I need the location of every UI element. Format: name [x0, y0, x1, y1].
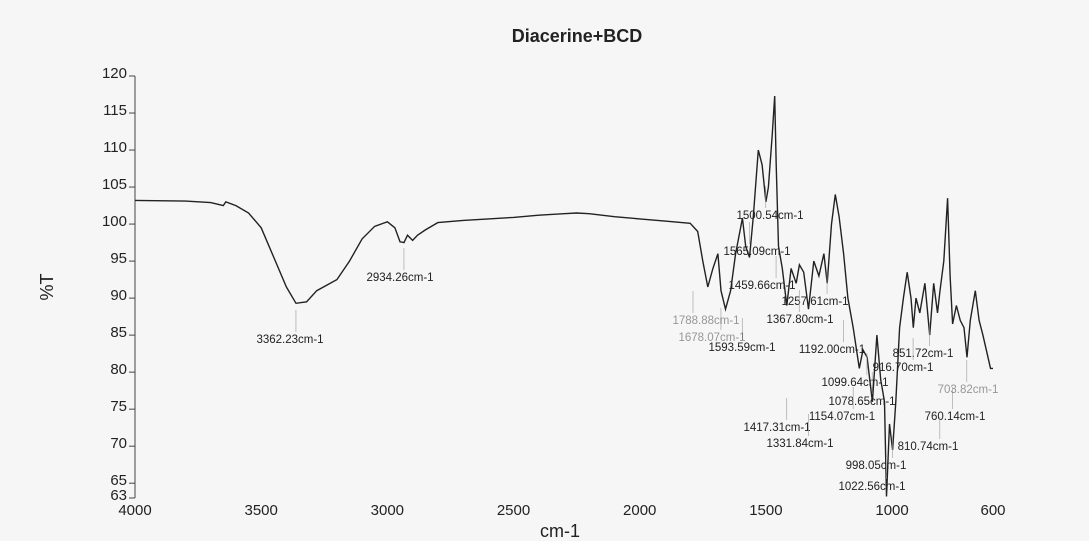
peak-label: 998.05cm-1	[846, 460, 907, 472]
x-tick-label: 3000	[371, 502, 404, 519]
peak-label: 1099.64cm-1	[821, 377, 888, 389]
y-tick-label: 63	[110, 487, 127, 504]
y-tick-label: 105	[102, 176, 127, 193]
peak-label: 1565.09cm-1	[723, 246, 790, 258]
x-tick-label: 600	[980, 502, 1005, 519]
y-tick-label: 70	[110, 435, 127, 452]
peak-label: 1500.54cm-1	[736, 210, 803, 222]
peak-label: 1593.59cm-1	[708, 342, 775, 354]
peak-label: 1678.07cm-1	[678, 332, 745, 344]
y-tick-label: 95	[110, 250, 127, 267]
peak-label: 2934.26cm-1	[366, 272, 433, 284]
y-tick-label: 85	[110, 324, 127, 341]
peak-label: 1459.66cm-1	[728, 280, 795, 292]
peak-label: 1078.65cm-1	[828, 396, 895, 408]
peak-label: 1417.31cm-1	[743, 422, 810, 434]
y-tick-label: 90	[110, 287, 127, 304]
peak-label: 1192.00cm-1	[799, 344, 865, 356]
x-tick-label: 3500	[244, 502, 277, 519]
peak-label: 1022.56cm-1	[838, 481, 905, 493]
y-tick-label: 120	[102, 65, 127, 82]
x-tick-label: 1000	[875, 502, 908, 519]
peak-label: 851.72cm-1	[893, 348, 954, 360]
y-tick-label: 100	[102, 213, 127, 230]
x-tick-label: 2000	[623, 502, 656, 519]
peak-label: 1788.88cm-1	[672, 315, 739, 327]
y-tick-label: 80	[110, 361, 127, 378]
peak-label: 916.70cm-1	[873, 362, 934, 374]
peak-label: 760.14cm-1	[925, 411, 986, 423]
peak-label: 1367.80cm-1	[766, 314, 833, 326]
peak-label: 1154.07cm-1	[809, 411, 875, 423]
x-tick-label: 2500	[497, 502, 530, 519]
peak-label: 703.82cm-1	[938, 384, 999, 396]
y-axis-label: %T	[37, 273, 57, 300]
chart-title: Diacerine+BCD	[512, 26, 643, 46]
peak-label: 1257.61cm-1	[781, 296, 848, 308]
y-tick-label: 115	[103, 102, 127, 119]
x-tick-label: 4000	[118, 502, 151, 519]
peak-label: 1331.84cm-1	[766, 438, 833, 450]
y-tick-label: 110	[103, 139, 127, 156]
y-tick-label: 65	[110, 472, 127, 489]
y-tick-label: 75	[110, 398, 127, 415]
x-tick-label: 1500	[749, 502, 782, 519]
peak-label: 810.74cm-1	[898, 441, 959, 453]
spectrum-line	[134, 95, 993, 497]
peak-label: 3362.23cm-1	[256, 334, 323, 346]
x-axis-label: cm-1	[540, 521, 580, 541]
